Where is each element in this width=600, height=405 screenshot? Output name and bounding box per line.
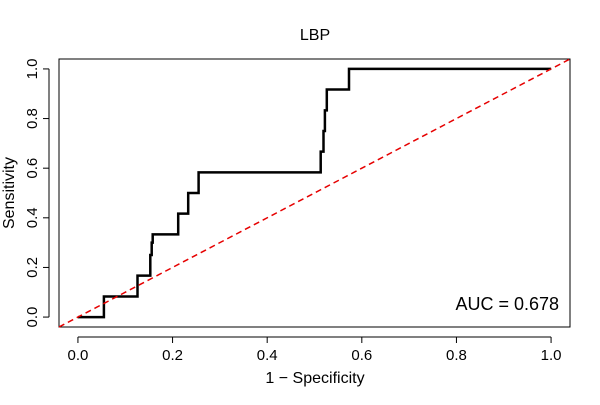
y-tick-label: 1.0 (24, 58, 41, 79)
y-tick-label: 0.6 (24, 158, 41, 179)
roc-curve-line (77, 67, 552, 319)
y-axis-label: Sensitivity (1, 157, 18, 229)
y-tick-label: 0.4 (24, 207, 41, 228)
y-tick-label: 0.8 (24, 108, 41, 129)
plot-frame (58, 58, 571, 328)
x-tick-label: 0.6 (351, 347, 372, 364)
x-tick-label: 0.8 (446, 347, 467, 364)
x-tick-label: 1.0 (541, 347, 562, 364)
x-tick-label: 0.2 (162, 347, 183, 364)
x-tick-label: 0.4 (257, 347, 278, 364)
x-axis-label: 1 − Specificity (265, 370, 364, 387)
reference-diagonal-line (58, 58, 571, 328)
y-tick-label: 0.0 (24, 307, 41, 328)
chart-title: LBP (300, 27, 330, 44)
auc-annotation: AUC = 0.678 (455, 294, 559, 314)
y-tick-label: 0.2 (24, 257, 41, 278)
x-tick-label: 0.0 (67, 347, 88, 364)
